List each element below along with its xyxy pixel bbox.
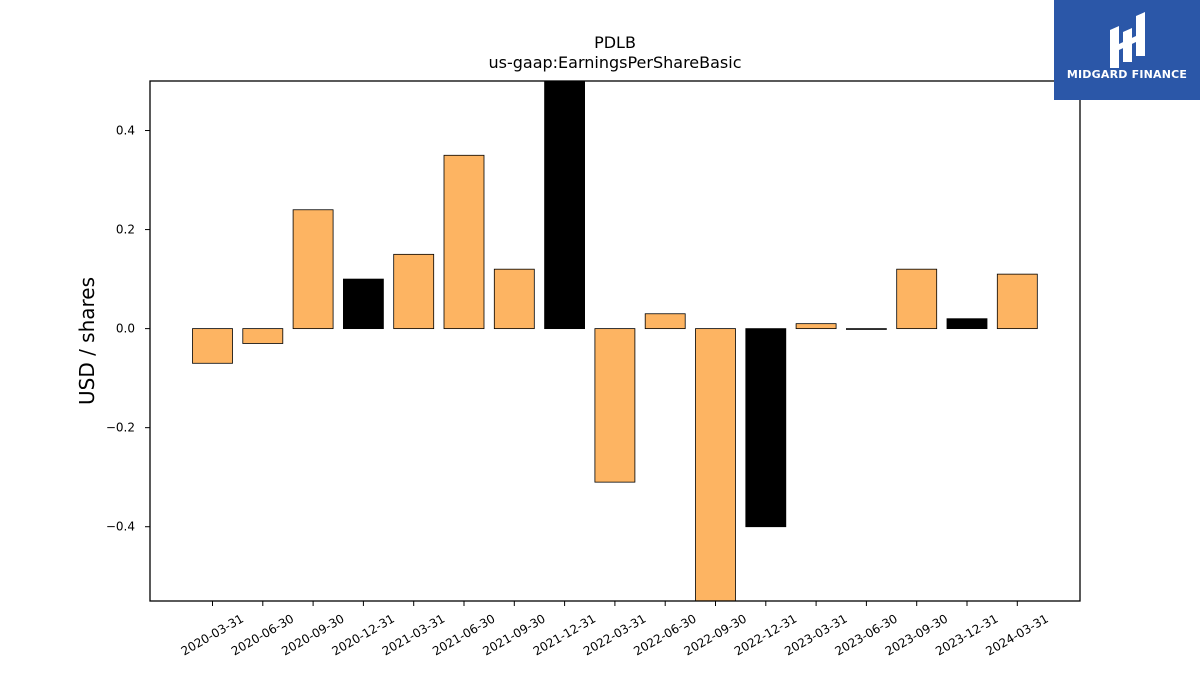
bars-group: [192, 80, 1038, 602]
bar-2020-09-30: [292, 209, 334, 330]
y-tick-label: −0.4: [106, 520, 135, 534]
chart-subtitle: us-gaap:EarningsPerShareBasic: [488, 53, 741, 72]
bar-2021-03-31: [393, 253, 435, 330]
bar-2023-12-31: [946, 318, 988, 330]
bar-2022-03-31: [594, 328, 636, 483]
y-tick-label: −0.2: [106, 421, 135, 435]
bar-2023-09-30: [896, 268, 938, 330]
y-tick-label: 0.0: [116, 322, 135, 336]
bar-2023-06-30: [846, 328, 887, 330]
bar-2024-03-31: [996, 273, 1038, 330]
bar-2020-03-31: [192, 328, 233, 364]
y-ticks-group: −0.4 −0.2 0.0 0.2 0.4: [106, 124, 150, 534]
chart-title: PDLB: [594, 33, 636, 52]
bar-2022-09-30: [695, 328, 736, 602]
bar-2023-03-31: [795, 323, 837, 330]
plot-frame: [149, 80, 1081, 602]
bar-2022-12-31: [745, 328, 787, 528]
bar-2021-12-31: [544, 80, 585, 330]
brand-logo: MIDGARD FINANCE: [1054, 0, 1200, 100]
bar-2020-06-30: [242, 328, 284, 344]
y-tick-label: 0.4: [116, 124, 135, 138]
bar-2021-09-30: [493, 268, 535, 330]
bar-2021-06-30: [443, 154, 485, 330]
y-axis-label: USD / shares: [75, 277, 99, 405]
midgard-logo-icon: [1110, 12, 1145, 68]
y-tick-label: 0.2: [116, 223, 135, 237]
bar-2022-06-30: [644, 313, 686, 330]
bar-2020-12-31: [342, 278, 384, 330]
logo-text: MIDGARD FINANCE: [1066, 68, 1188, 81]
x-ticks-group: 2020-03-312020-06-302020-09-302020-12-31…: [179, 601, 1051, 658]
